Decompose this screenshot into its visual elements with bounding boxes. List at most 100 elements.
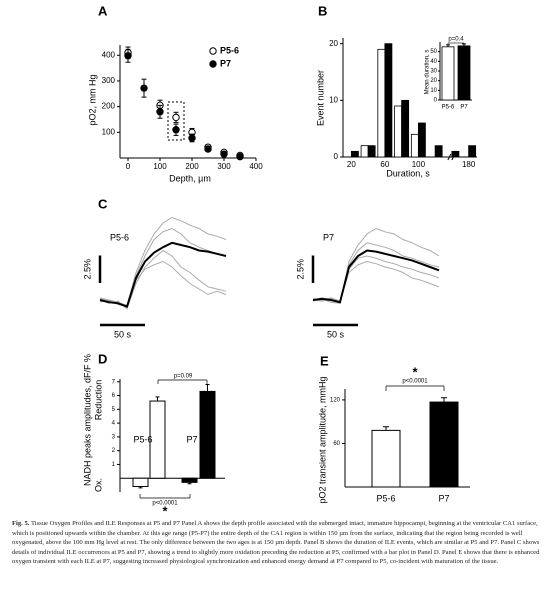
x-tick-label: 0: [126, 162, 131, 171]
bar: [410, 133, 419, 158]
x-tick-label: 200: [185, 162, 199, 171]
y-tick-label: 1: [112, 462, 116, 468]
trace: [99, 260, 227, 309]
annotation: *: [412, 364, 418, 379]
annotation: p=0.4: [448, 37, 464, 43]
bar: [401, 99, 410, 158]
data-point: [172, 126, 180, 134]
bar: [199, 390, 216, 479]
panel-label: C: [98, 196, 108, 211]
x-tick-label: 60: [380, 160, 389, 169]
y-tick-label: 10: [430, 88, 437, 94]
x-tick-label: 100: [412, 160, 426, 169]
bar: [441, 46, 455, 101]
annotation: p=0.09: [174, 374, 193, 380]
x-tick-label: 180: [462, 160, 476, 169]
data-point: [236, 153, 244, 161]
y-axis-label: Event number: [315, 70, 325, 126]
legend-marker: [209, 47, 217, 55]
bar: [434, 145, 443, 158]
bar: [468, 145, 477, 158]
panel-label: A: [98, 3, 108, 18]
annotation: p<0.0001: [152, 501, 178, 507]
annotation: p<0.0001: [402, 379, 428, 385]
y-axis-label-lower: Ox.: [93, 478, 103, 492]
y-tick-label: 100: [102, 127, 116, 136]
y-tick-label: 30: [430, 69, 437, 75]
data-point: [124, 52, 132, 60]
caption-label: Fig. 5.: [12, 520, 30, 527]
x-tick-label: 300: [217, 162, 231, 171]
y-tick-label: 4: [112, 421, 116, 427]
bar: [132, 477, 149, 487]
x-tick-label: P5-6: [376, 493, 395, 503]
highlight-box: [167, 101, 185, 141]
data-point: [204, 145, 212, 153]
annotation: *: [162, 503, 168, 515]
legend-marker: [209, 60, 217, 68]
y-tick-label: 0: [334, 152, 339, 161]
x-tick-label: 100: [153, 162, 167, 171]
bar: [451, 150, 460, 158]
panel-label: B: [318, 3, 327, 18]
x-tick-label: P5-6: [442, 105, 455, 111]
bar: [384, 43, 393, 158]
bar: [417, 122, 426, 158]
y-tick-label: 10: [329, 95, 338, 104]
panel-label: E: [320, 353, 329, 368]
y-tick-label: 3: [112, 434, 116, 440]
x-axis-label: Duration, s: [386, 168, 430, 178]
y-axis-label-upper: Reduction: [93, 380, 103, 421]
scale-bar-x-label: 50 s: [114, 329, 132, 339]
y-tick-label: 60: [333, 441, 340, 447]
trace-title: P7: [323, 232, 334, 242]
bar: [350, 150, 359, 158]
data-point: [156, 108, 164, 116]
bar: [360, 145, 369, 158]
trace-title: P5-6: [110, 232, 129, 242]
data-point: [172, 113, 180, 122]
panel-label: D: [98, 351, 107, 366]
bar: [457, 45, 471, 101]
y-tick-label: 300: [102, 76, 116, 85]
y-tick-label: 50: [430, 49, 437, 55]
group-label: P7: [186, 434, 197, 444]
y-tick-label: 120: [330, 397, 341, 403]
trace: [99, 249, 227, 310]
legend-label: P5-6: [220, 45, 239, 55]
x-tick-label: 20: [347, 160, 356, 169]
bar: [371, 429, 401, 488]
legend-label: P7: [220, 58, 231, 68]
y-tick-label: 2: [112, 448, 116, 454]
data-point: [220, 150, 228, 158]
bar: [394, 105, 403, 158]
bar: [367, 145, 376, 158]
caption: Fig. 5. Tissue Oxygen Profiles and ILE R…: [12, 519, 542, 567]
y-tick-label: 40: [430, 59, 437, 65]
y-axis-label: NADH peaks amplitudes, dF/F %: [82, 354, 92, 486]
scale-bar-x-label: 50 s: [327, 329, 345, 339]
bar: [429, 401, 459, 488]
y-axis-label: pO2, mm Hg: [87, 74, 97, 125]
bar: [181, 477, 198, 483]
trace: [312, 249, 440, 304]
data-point: [188, 134, 196, 142]
caption-text: Tissue Oxygen Profiles and ILE Responses…: [12, 520, 540, 566]
group-label: P5-6: [133, 434, 152, 444]
x-axis-label: Depth, µm: [169, 173, 211, 183]
scale-bar-y-label: 2.5%: [295, 259, 305, 280]
x-tick-label: P7: [438, 493, 449, 503]
trace: [99, 241, 227, 308]
x-tick-label: P7: [460, 105, 468, 111]
y-axis-label: pO2 transient amplitude, mmHg: [317, 376, 327, 503]
bar: [377, 48, 386, 158]
scale-bar-y-label: 2.5%: [82, 259, 92, 280]
y-tick-label: 5: [112, 407, 116, 413]
y-tick-label: 0: [434, 98, 438, 104]
data-point: [140, 84, 148, 92]
y-tick-label: 200: [102, 102, 116, 111]
y-tick-label: 20: [430, 78, 437, 84]
trace: [312, 260, 440, 302]
